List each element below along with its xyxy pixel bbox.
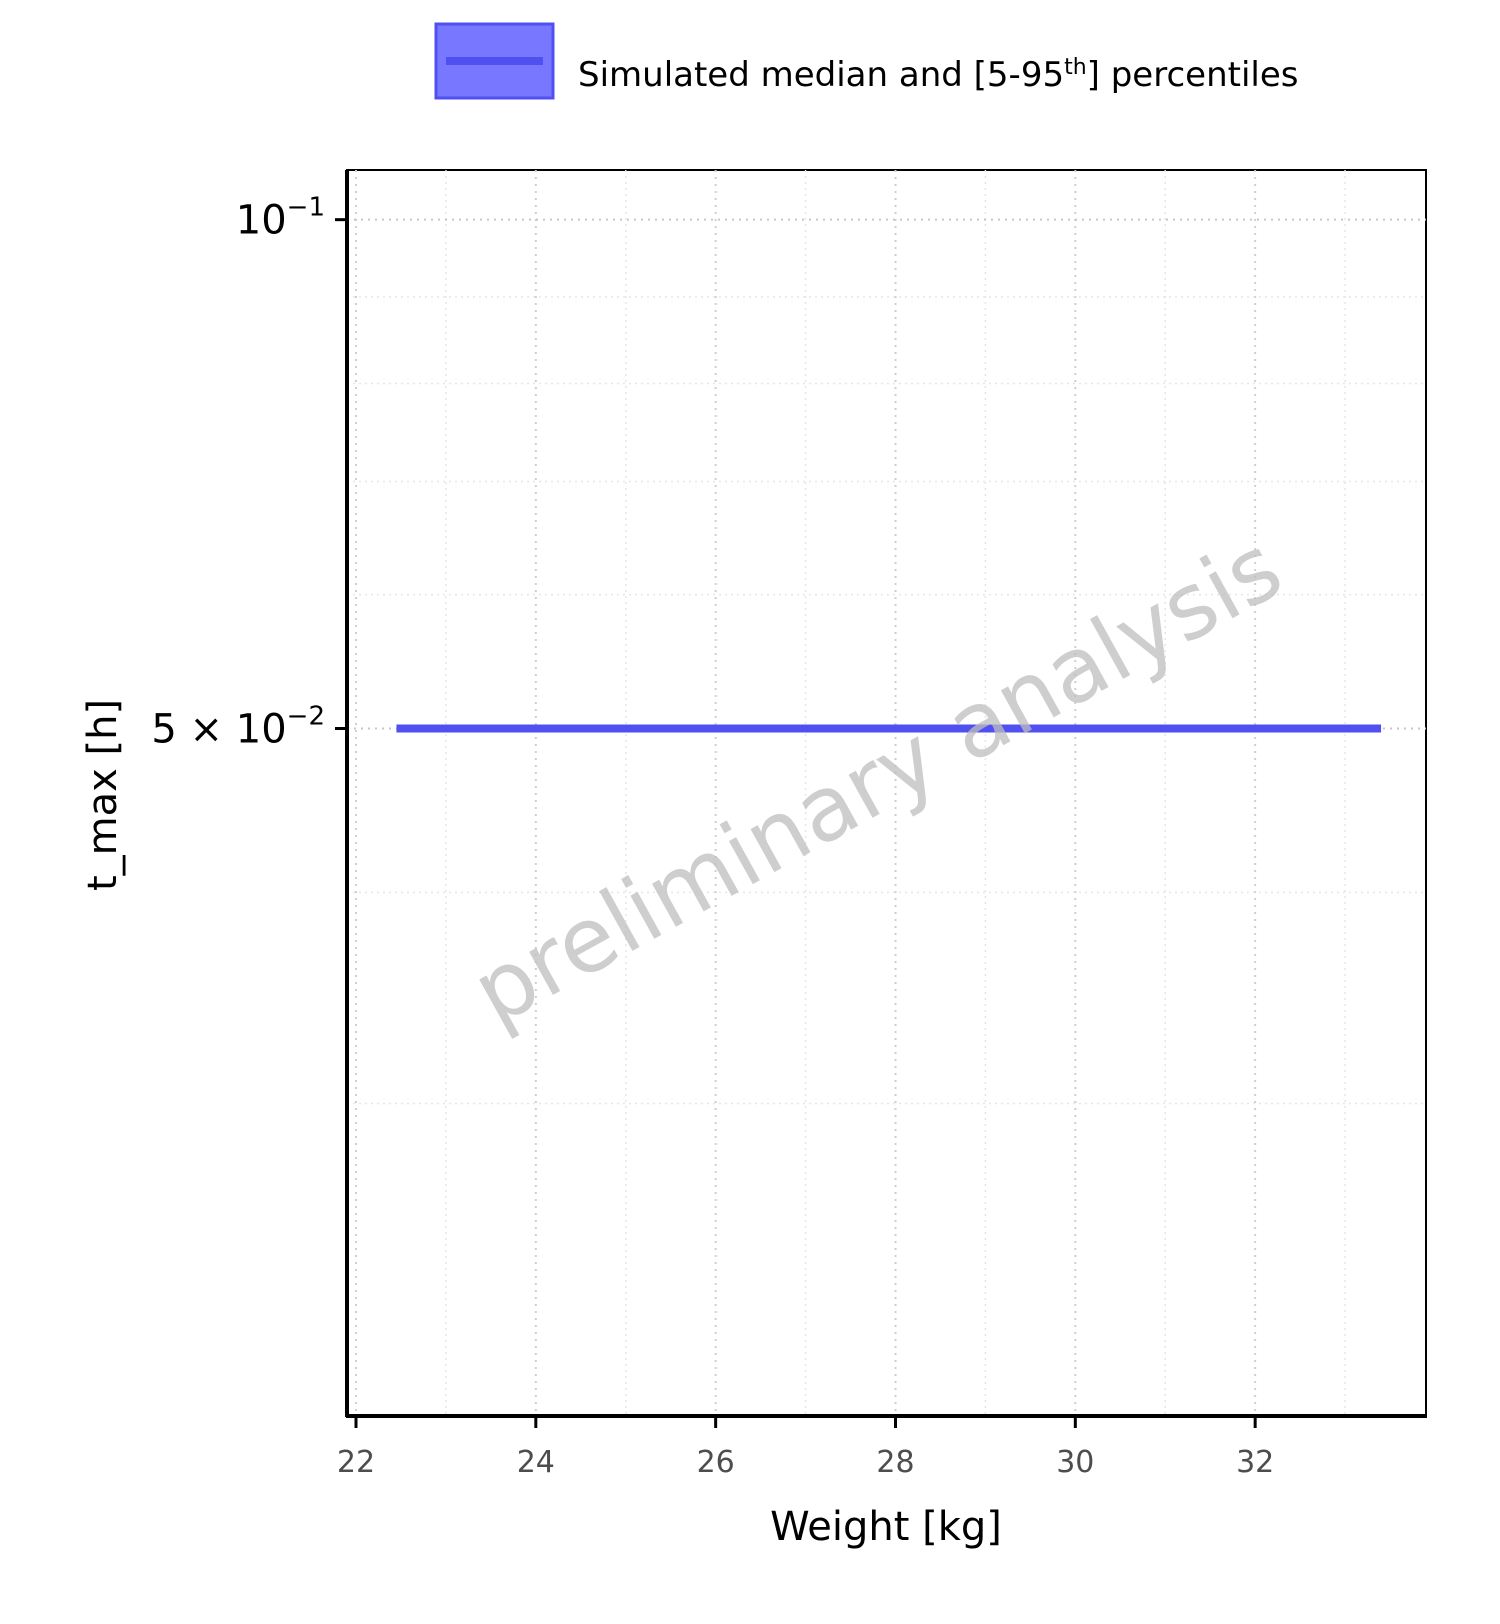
gridlines — [347, 170, 1426, 1416]
legend-label-sup: th — [1064, 55, 1087, 80]
x-tick-label: 28 — [876, 1445, 914, 1480]
y-tick-label: 5 × 10−2 — [151, 702, 325, 753]
legend-label: Simulated median and [5-95th] percentile… — [578, 55, 1298, 95]
y-axis-ticks: 10−1 5 × 10−2 — [151, 193, 347, 753]
x-tick-label: 32 — [1236, 1445, 1274, 1480]
x-axis-ticks: 22 24 26 28 30 32 — [337, 1416, 1274, 1480]
x-tick-label: 30 — [1056, 1445, 1094, 1480]
x-tick-label: 22 — [337, 1445, 375, 1480]
legend: Simulated median and [5-95th] percentile… — [434, 22, 1298, 100]
x-tick-label: 24 — [517, 1445, 555, 1480]
x-tick-label: 26 — [697, 1445, 735, 1480]
plot-panel — [346, 169, 1427, 1417]
y-axis-title: t_max [h] — [80, 699, 126, 891]
x-axis-title: Weight [kg] — [770, 1504, 1002, 1550]
y-tick-label: 10−1 — [236, 193, 325, 244]
legend-label-main: Simulated median and [5-95 — [578, 55, 1064, 95]
legend-label-end: ] percentiles — [1087, 55, 1299, 95]
